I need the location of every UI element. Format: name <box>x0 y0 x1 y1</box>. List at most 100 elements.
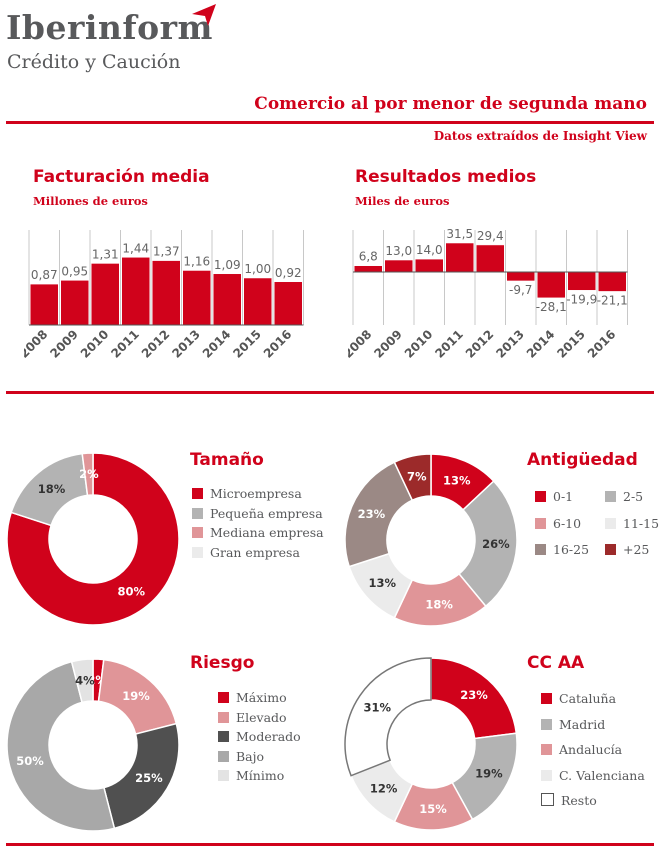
legend-item: 16-25 <box>535 542 589 557</box>
donut-slice <box>344 461 414 568</box>
bar <box>152 260 181 326</box>
slice-pct-label: 7% <box>407 470 427 484</box>
legend-item: Cataluña <box>541 691 616 706</box>
legend-swatch <box>541 718 552 730</box>
legend-label: Moderado <box>236 729 301 744</box>
slice-pct-label: 18% <box>425 597 453 611</box>
logo-wordmark: Iberinform <box>6 8 213 47</box>
legend-label: Gran empresa <box>210 544 300 560</box>
x-tick-label: 2009 <box>47 327 81 361</box>
slice-pct-label: 23% <box>358 507 386 521</box>
bar-value-label: 0,87 <box>31 268 58 282</box>
legend-swatch <box>192 507 203 519</box>
slice-pct-label: 18% <box>38 482 66 496</box>
slice-pct-label: 25% <box>135 771 163 785</box>
slice-pct-label: 19% <box>475 767 503 781</box>
legend-item: Andalucía <box>541 742 622 757</box>
legend-item: 0-1 <box>535 489 573 504</box>
legend-item: C. Valenciana <box>541 768 645 783</box>
legend-swatch <box>541 744 552 755</box>
bar-value-label: 1,37 <box>153 245 180 259</box>
legend-item: Elevado <box>218 710 287 725</box>
donut-slice <box>430 657 518 740</box>
donut-slice <box>81 452 94 497</box>
legend-swatch <box>541 693 552 704</box>
legend-label: C. Valenciana <box>559 767 645 783</box>
legend-swatch <box>605 517 616 529</box>
bar-value-label: 0,95 <box>61 264 88 278</box>
slice-pct-label: 50% <box>16 754 44 768</box>
logo-subtitle: Crédito y Caución <box>7 51 181 73</box>
x-tick-label: 2008 <box>24 327 50 361</box>
slice-pct-label: 15% <box>419 802 447 816</box>
legend-swatch <box>218 731 229 742</box>
donut-chart-riesgo: 2%19%25%50%4% <box>6 658 180 832</box>
bar <box>121 257 150 326</box>
legend-swatch <box>192 488 203 499</box>
x-tick-label: 2010 <box>402 327 436 361</box>
legend-swatch <box>535 491 546 502</box>
legend-swatch <box>605 491 616 502</box>
donut-title-ccaa: CC AA <box>527 653 585 673</box>
bar <box>182 270 211 326</box>
slice-pct-label: 26% <box>482 537 510 551</box>
legend-item: Bajo <box>218 749 264 764</box>
legend-label: +25 <box>623 542 650 557</box>
bar-value-label: 1,00 <box>244 262 271 276</box>
x-tick-label: 2015 <box>230 327 264 361</box>
bar <box>274 281 303 326</box>
x-tick-label: 2012 <box>139 327 173 361</box>
slice-pct-label: 31% <box>363 700 391 714</box>
bar <box>598 271 627 292</box>
x-tick-label: 2012 <box>463 327 497 361</box>
page-title: Comercio al por menor de segunda mano <box>254 94 647 114</box>
legend-label: 2-5 <box>623 489 644 504</box>
source-note: Datos extraídos de Insight View <box>433 129 647 143</box>
legend-label: Mediana empresa <box>210 525 324 540</box>
legend-swatch <box>218 770 229 781</box>
slice-pct-label: 80% <box>117 585 145 599</box>
bar-value-label: 1,09 <box>214 258 241 272</box>
legend-label: Microempresa <box>210 486 302 501</box>
legend-item: Mediana empresa <box>192 525 324 540</box>
legend-item: Madrid <box>541 717 605 732</box>
donut-slice <box>103 722 180 830</box>
bar <box>445 242 474 273</box>
legend-item: Pequeña empresa <box>192 506 323 521</box>
slice-pct-label: 12% <box>370 781 398 795</box>
legend-label: Pequeña empresa <box>210 505 323 521</box>
x-tick-label: 2011 <box>108 327 142 361</box>
legend-swatch <box>218 750 229 762</box>
legend-swatch <box>218 692 229 703</box>
donut-slice <box>344 657 432 777</box>
legend-swatch <box>192 527 203 538</box>
legend-label: Bajo <box>236 748 265 764</box>
legend-label: Elevado <box>236 709 287 725</box>
slice-pct-label: 4% <box>75 674 95 688</box>
legend-item: 11-15 <box>605 516 659 531</box>
x-tick-label: 2014 <box>200 327 234 361</box>
donut-title-riesgo: Riesgo <box>190 653 255 673</box>
x-tick-label: 2016 <box>261 327 295 361</box>
bar-value-label: 29,4 <box>477 229 504 243</box>
bar <box>243 277 272 326</box>
x-tick-label: 2016 <box>585 327 619 361</box>
chart-subtitle-resultados: Miles de euros <box>355 194 450 208</box>
bar <box>60 280 89 326</box>
bar-value-label: 1,44 <box>122 241 149 255</box>
bar <box>91 263 120 326</box>
bar <box>476 244 505 273</box>
donut-title-tamano: Tamaño <box>190 450 264 470</box>
bar <box>30 283 59 326</box>
donut-slice <box>70 658 94 704</box>
bar-value-label: 14,0 <box>416 243 443 257</box>
x-tick-label: 2010 <box>78 327 112 361</box>
bar-value-label: 13,0 <box>385 244 412 258</box>
legend-item: +25 <box>605 542 649 557</box>
x-tick-label: 2008 <box>348 327 374 361</box>
bar <box>537 271 566 299</box>
donut-slice <box>6 660 116 832</box>
slice-pct-label: 2% <box>79 467 99 481</box>
legend-item: Moderado <box>218 729 301 744</box>
bar <box>567 271 596 291</box>
